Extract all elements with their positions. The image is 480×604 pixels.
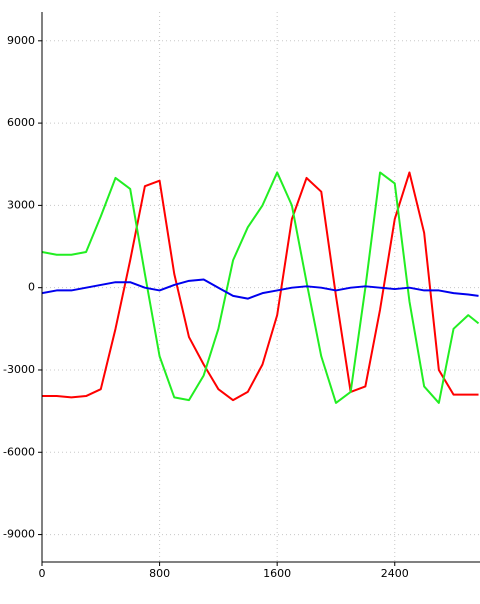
y-tick-label: 0 bbox=[28, 281, 35, 294]
grid bbox=[41, 12, 480, 562]
y-tick-label: 6000 bbox=[7, 116, 35, 129]
y-tick-label: 3000 bbox=[7, 198, 35, 211]
x-tick-label: 0 bbox=[39, 567, 46, 580]
series-line bbox=[42, 278, 479, 300]
x-tick-label: 800 bbox=[149, 567, 170, 580]
y-tick-label: -3000 bbox=[3, 363, 35, 376]
x-tick-label: 2400 bbox=[381, 567, 409, 580]
tick-labels: -9000 -6000 -3000 0 3000 6000 9000 0 800 1600 2400 bbox=[3, 34, 409, 580]
plot-area bbox=[42, 171, 480, 404]
y-tick-label: 9000 bbox=[7, 34, 35, 47]
series-line bbox=[42, 171, 480, 404]
y-tick-label: -9000 bbox=[3, 528, 35, 541]
series-line bbox=[42, 171, 479, 402]
x-tick-label: 1600 bbox=[263, 567, 291, 580]
y-tick-label: -6000 bbox=[3, 445, 35, 458]
